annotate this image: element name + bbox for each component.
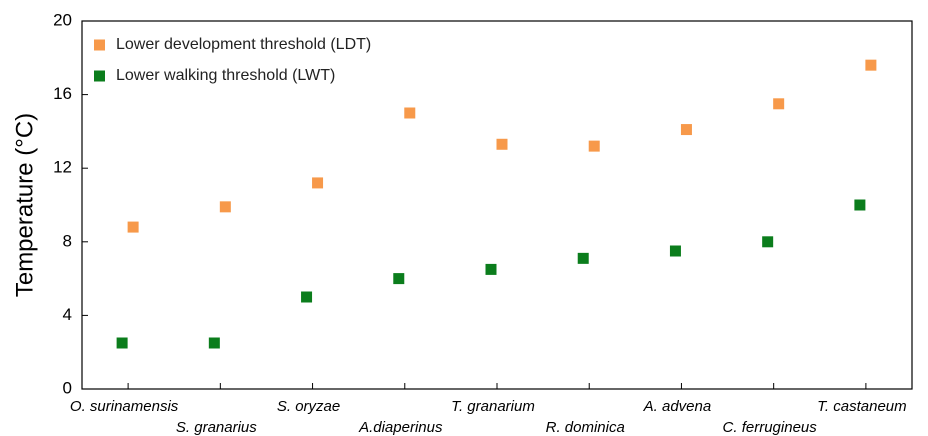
legend-label: Lower walking threshold (LWT) [116, 67, 335, 84]
x-tick-label: A.diaperinus [358, 419, 443, 436]
marker [208, 337, 220, 349]
y-axis-label: Temperature (°C) [11, 113, 38, 297]
marker [404, 107, 416, 119]
y-tick-label: 16 [53, 84, 72, 103]
marker [496, 138, 508, 150]
legend-marker [94, 70, 105, 82]
marker [577, 252, 589, 264]
x-tick-label: S. oryzae [277, 398, 340, 415]
marker [865, 59, 877, 71]
marker [773, 98, 785, 110]
x-tick-label: S. granarius [176, 419, 257, 436]
marker [393, 273, 405, 285]
marker [301, 291, 313, 303]
y-tick-label: 0 [63, 378, 72, 397]
x-tick-label: C. ferrugineus [723, 419, 818, 436]
y-tick-label: 20 [53, 10, 72, 29]
marker [588, 140, 600, 152]
x-tick-label: A. advena [643, 398, 712, 415]
x-tick-label: T. castaneum [817, 398, 907, 415]
y-tick-label: 8 [63, 231, 72, 250]
legend-marker [94, 39, 105, 51]
marker [485, 263, 497, 275]
legend-label: Lower development threshold (LDT) [116, 36, 371, 53]
marker [116, 337, 128, 349]
marker [669, 245, 681, 257]
x-tick-label: T. granarium [451, 398, 535, 415]
marker [127, 221, 139, 233]
marker [854, 199, 866, 211]
y-tick-label: 4 [63, 305, 72, 324]
marker [762, 236, 774, 248]
marker [219, 201, 231, 213]
x-tick-label: O. surinamensis [70, 398, 179, 415]
x-tick-label: R. dominica [546, 419, 625, 436]
marker [680, 124, 692, 136]
marker [312, 177, 324, 189]
y-tick-label: 12 [53, 158, 72, 177]
